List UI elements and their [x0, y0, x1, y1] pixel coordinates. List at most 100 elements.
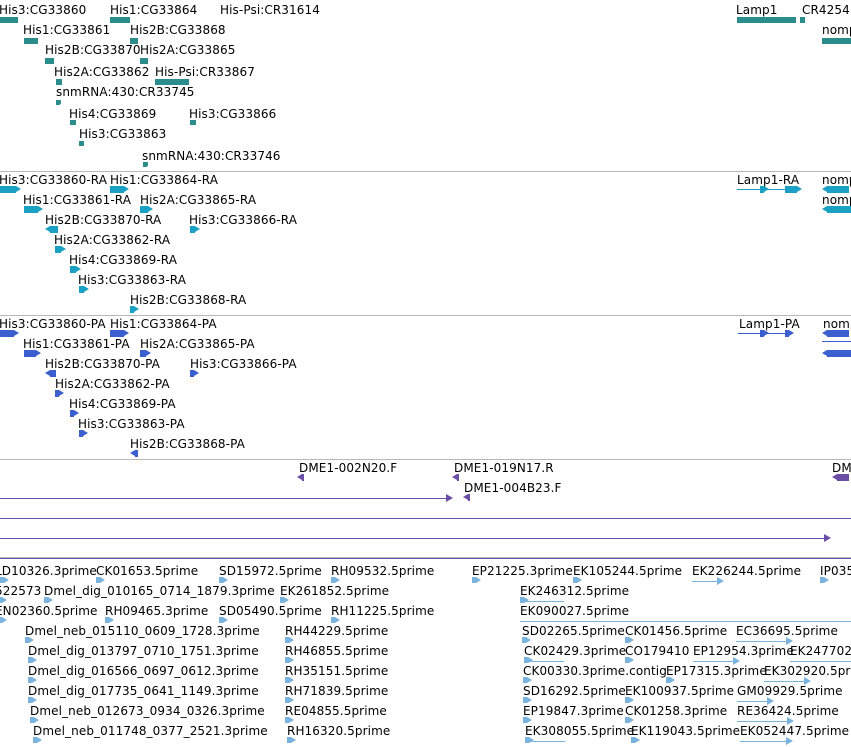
feature-glyph[interactable]: [79, 286, 89, 293]
feature-glyph[interactable]: [666, 677, 675, 683]
feature-glyph[interactable]: [800, 17, 810, 23]
alignment-line[interactable]: [0, 514, 851, 523]
feature-glyph[interactable]: [285, 657, 294, 663]
feature-glyph[interactable]: [24, 350, 41, 357]
feature-glyph[interactable]: [285, 677, 294, 683]
feature-glyph[interactable]: [522, 637, 531, 643]
alignment-line[interactable]: [790, 657, 851, 666]
feature-glyph[interactable]: [190, 120, 201, 125]
feature-glyph[interactable]: [822, 350, 851, 357]
feature-glyph[interactable]: [24, 206, 43, 213]
feature-glyph[interactable]: [524, 657, 533, 663]
feature-glyph[interactable]: [190, 370, 199, 377]
feature-glyph[interactable]: [130, 450, 138, 457]
alignment-line[interactable]: [737, 717, 795, 726]
feature-glyph[interactable]: [130, 38, 143, 44]
feature-glyph[interactable]: [140, 206, 153, 213]
feature-glyph[interactable]: [0, 597, 7, 603]
feature-glyph[interactable]: [70, 266, 81, 273]
alignment-line[interactable]: [693, 657, 741, 666]
feature-glyph[interactable]: [110, 17, 135, 23]
feature-glyph[interactable]: [28, 697, 37, 703]
alignment-line[interactable]: [764, 677, 812, 686]
feature-glyph[interactable]: [56, 100, 65, 105]
feature-glyph[interactable]: [44, 597, 53, 603]
feature-glyph[interactable]: [0, 330, 19, 337]
feature-glyph[interactable]: [140, 350, 151, 357]
feature-glyph[interactable]: [822, 186, 849, 193]
feature-glyph[interactable]: [70, 410, 79, 417]
feature-glyph[interactable]: [45, 226, 58, 233]
feature-glyph[interactable]: [285, 717, 294, 723]
feature-glyph[interactable]: [285, 637, 294, 643]
feature-glyph[interactable]: [219, 617, 228, 623]
feature-glyph[interactable]: [523, 717, 532, 723]
feature-glyph[interactable]: [520, 597, 529, 603]
feature-glyph[interactable]: [760, 330, 769, 337]
feature-glyph[interactable]: [28, 677, 37, 683]
alignment-line[interactable]: [822, 337, 851, 346]
feature-glyph[interactable]: [45, 58, 59, 64]
alignment-line[interactable]: [0, 494, 454, 503]
feature-glyph[interactable]: [24, 38, 43, 44]
feature-glyph[interactable]: [0, 617, 7, 623]
feature-glyph[interactable]: [331, 577, 340, 583]
feature-glyph[interactable]: [760, 186, 769, 193]
alignment-line[interactable]: [525, 737, 573, 746]
alignment-line[interactable]: [737, 697, 775, 706]
feature-glyph[interactable]: [55, 390, 64, 397]
feature-glyph[interactable]: [625, 637, 634, 643]
feature-glyph[interactable]: [79, 141, 89, 146]
feature-glyph[interactable]: [155, 79, 194, 85]
alignment-line[interactable]: [520, 617, 851, 626]
feature-glyph[interactable]: [523, 677, 532, 683]
feature-glyph[interactable]: [472, 577, 481, 583]
feature-glyph[interactable]: [110, 186, 129, 193]
feature-glyph[interactable]: [28, 657, 37, 663]
feature-glyph[interactable]: [822, 38, 851, 44]
feature-glyph[interactable]: [70, 120, 81, 125]
feature-glyph[interactable]: [96, 577, 105, 583]
feature-glyph[interactable]: [331, 617, 340, 623]
feature-glyph[interactable]: [0, 186, 21, 193]
feature-glyph[interactable]: [625, 697, 634, 703]
feature-glyph[interactable]: [785, 186, 802, 193]
feature-glyph[interactable]: [30, 717, 39, 723]
feature-glyph[interactable]: [105, 617, 114, 623]
feature-glyph[interactable]: [573, 577, 582, 583]
feature-glyph[interactable]: [219, 577, 228, 583]
feature-glyph[interactable]: [625, 657, 634, 663]
feature-glyph[interactable]: [55, 246, 66, 253]
feature-glyph[interactable]: [45, 370, 56, 377]
alignment-line[interactable]: [0, 554, 851, 560]
feature-glyph[interactable]: [297, 474, 304, 481]
alignment-line[interactable]: [736, 637, 794, 646]
alignment-line[interactable]: [692, 577, 725, 586]
alignment-line[interactable]: [0, 534, 832, 543]
feature-glyph[interactable]: [79, 430, 88, 437]
feature-glyph[interactable]: [110, 330, 129, 337]
alignment-line[interactable]: [524, 597, 572, 606]
feature-glyph[interactable]: [820, 577, 829, 583]
feature-glyph[interactable]: [140, 58, 153, 64]
feature-glyph[interactable]: [631, 737, 640, 743]
alignment-line[interactable]: [740, 737, 794, 746]
feature-glyph[interactable]: [523, 697, 532, 703]
alignment-line[interactable]: [524, 657, 572, 666]
feature-glyph[interactable]: [525, 737, 534, 743]
feature-glyph[interactable]: [785, 330, 794, 337]
feature-glyph[interactable]: [33, 737, 42, 743]
feature-glyph[interactable]: [463, 494, 470, 501]
feature-glyph[interactable]: [452, 474, 459, 481]
feature-glyph[interactable]: [737, 17, 801, 23]
feature-glyph[interactable]: [832, 474, 849, 481]
feature-glyph[interactable]: [287, 737, 296, 743]
feature-glyph[interactable]: [285, 697, 294, 703]
feature-glyph[interactable]: [25, 637, 34, 643]
feature-glyph[interactable]: [56, 79, 67, 85]
feature-glyph[interactable]: [625, 717, 634, 723]
feature-glyph[interactable]: [143, 162, 152, 167]
feature-glyph[interactable]: [0, 17, 23, 23]
feature-glyph[interactable]: [822, 206, 851, 213]
feature-glyph[interactable]: [190, 226, 200, 233]
